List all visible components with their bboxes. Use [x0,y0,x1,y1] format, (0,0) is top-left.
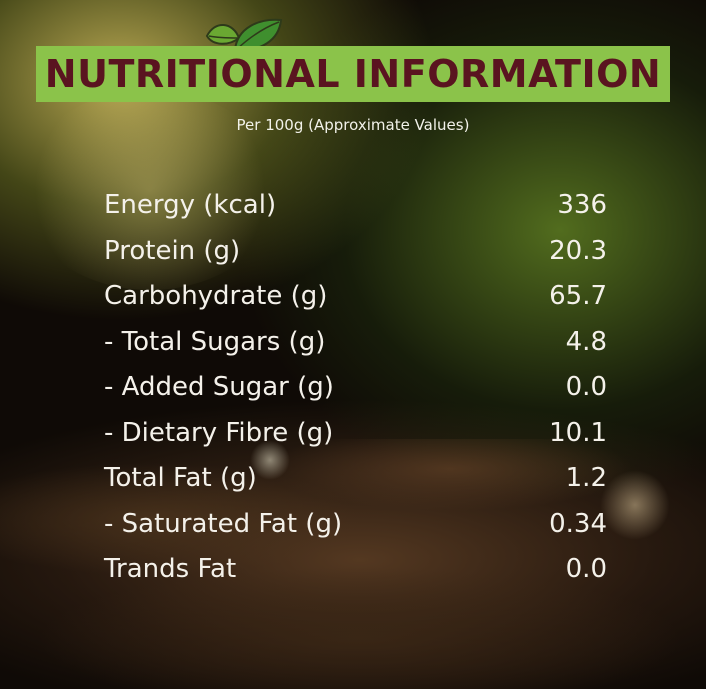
nutrient-label: Carbohydrate (g) [104,281,328,311]
nutrient-value: 10.1 [549,417,607,448]
nutrition-row: Energy (kcal) 336 [104,190,624,236]
nutrient-value: 0.34 [549,508,607,539]
nutrient-value: 336 [557,190,607,220]
nutrient-label: - Added Sugar (g) [104,372,334,402]
soil-background [0,439,706,689]
nutrient-label: - Total Sugars (g) [104,326,326,357]
title-banner: NUTRITIONAL INFORMATION [36,46,670,102]
nutrient-label: Protein (g) [104,235,241,266]
nutrient-label: Total Fat (g) [104,463,257,493]
page-title: NUTRITIONAL INFORMATION [44,52,662,96]
nutrient-value: 20.3 [549,235,607,266]
nutrient-value: 4.8 [565,326,607,357]
nutrient-label: - Dietary Fibre (g) [104,417,334,448]
nutrition-row: Trands Fat 0.0 [104,554,624,600]
nutrition-row: - Dietary Fibre (g) 10.1 [104,418,624,464]
nutrition-row: - Added Sugar (g) 0.0 [104,372,624,418]
nutrient-value: 0.0 [565,554,607,584]
nutrient-value: 65.7 [549,281,607,311]
nutrition-table: Energy (kcal) 336 Protein (g) 20.3 Carbohydr… [104,190,624,600]
nutrition-row: Carbohydrate (g) 65.7 [104,281,624,327]
nutrient-label: Trands Fat [104,554,237,584]
nutrition-row: Protein (g) 20.3 [104,236,624,282]
subtitle: Per 100g (Approximate Values) [236,116,470,134]
nutrient-label: - Saturated Fat (g) [104,508,343,539]
nutrition-row: Total Fat (g) 1.2 [104,463,624,509]
nutrient-value: 1.2 [565,463,607,493]
nutrition-row: - Total Sugars (g) 4.8 [104,327,624,373]
nutrient-value: 0.0 [565,372,607,402]
nutrition-row: - Saturated Fat (g) 0.34 [104,509,624,555]
nutrient-label: Energy (kcal) [104,190,277,220]
